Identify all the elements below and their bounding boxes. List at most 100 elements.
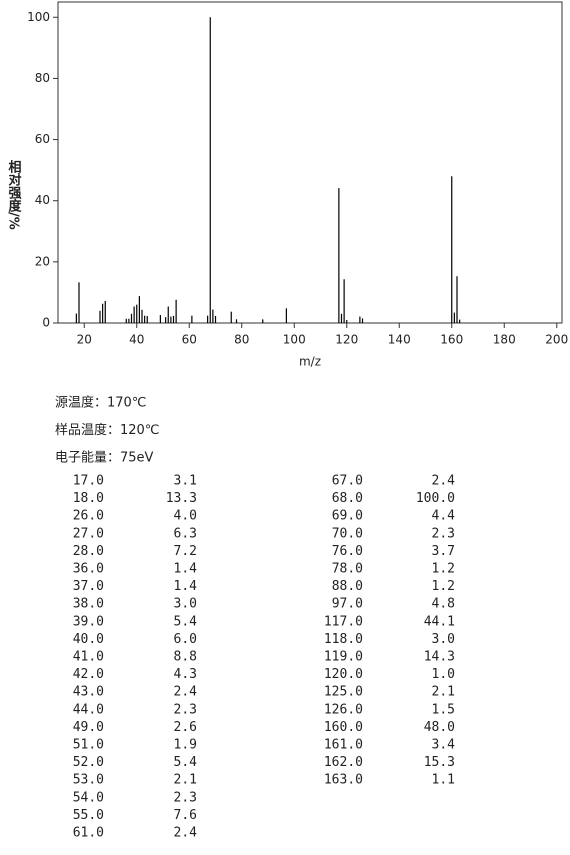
x-tick-label: 140 [388,333,411,347]
mz-cell: 125.0 [324,685,363,700]
intensity-cell: 1.2 [432,579,455,594]
mz-cell: 160.0 [324,720,363,735]
x-tick-label: 180 [493,333,516,347]
intensity-cell: 2.3 [432,526,455,541]
mz-cell: 26.0 [73,509,104,524]
intensity-cell: 1.2 [432,562,455,577]
intensity-cell: 7.2 [174,544,197,559]
mz-cell: 40.0 [73,632,104,647]
intensity-cell: 1.5 [432,702,455,717]
intensity-cell: 2.3 [174,702,197,717]
mz-cell: 117.0 [324,614,363,629]
intensity-cell: 15.3 [424,755,455,770]
mz-cell: 61.0 [73,826,104,841]
intensity-cell: 2.4 [174,685,198,700]
mz-cell: 70.0 [332,526,363,541]
mz-cell: 53.0 [73,773,104,788]
x-tick-label: 80 [234,333,249,347]
mz-cell: 69.0 [332,509,363,524]
x-tick-label: 160 [440,333,463,347]
intensity-cell: 3.0 [174,597,197,612]
intensity-cell: 5.4 [174,614,198,629]
intensity-cell: 1.1 [432,773,455,788]
mz-cell: 68.0 [332,491,363,506]
y-tick-label: 20 [35,254,50,268]
mz-cell: 38.0 [73,597,104,612]
intensity-cell: 7.6 [174,808,197,823]
mz-cell: 27.0 [73,526,104,541]
y-tick-label: 80 [35,71,50,85]
mz-cell: 54.0 [73,790,104,805]
intensity-cell: 1.4 [174,562,198,577]
mz-cell: 17.0 [73,474,104,489]
condition-text: 电子能量：75eV [55,451,154,466]
intensity-cell: 3.7 [432,544,455,559]
mz-cell: 162.0 [324,755,363,770]
intensity-cell: 1.9 [174,738,197,753]
intensity-cell: 2.6 [174,720,197,735]
mz-cell: 118.0 [324,632,363,647]
intensity-cell: 2.4 [174,826,198,841]
intensity-cell: 4.0 [174,509,197,524]
mz-cell: 126.0 [324,702,363,717]
y-tick-label: 100 [27,10,50,24]
mz-cell: 49.0 [73,720,104,735]
intensity-cell: 13.3 [166,491,197,506]
mz-cell: 119.0 [324,650,363,665]
y-tick-label: 0 [42,316,50,330]
x-axis-label: m/z [299,355,321,369]
condition-text: 源温度：170℃ [55,395,146,411]
intensity-cell: 3.0 [432,632,455,647]
x-tick-label: 40 [129,333,144,347]
intensity-cell: 1.4 [174,579,198,594]
x-tick-label: 120 [335,333,358,347]
mz-cell: 37.0 [73,579,104,594]
mz-cell: 88.0 [332,579,363,594]
x-tick-label: 100 [283,333,306,347]
mz-cell: 43.0 [73,685,104,700]
intensity-cell: 6.0 [174,632,197,647]
y-tick-label: 40 [35,193,50,207]
mz-cell: 67.0 [332,474,363,489]
mz-cell: 120.0 [324,667,363,682]
mz-cell: 39.0 [73,614,104,629]
y-tick-label: 60 [35,132,50,146]
mz-cell: 161.0 [324,738,363,753]
mz-cell: 163.0 [324,773,363,788]
intensity-cell: 3.1 [174,474,197,489]
intensity-cell: 14.3 [424,650,455,665]
intensity-cell: 2.1 [174,773,197,788]
mz-cell: 44.0 [73,702,104,717]
mz-cell: 36.0 [73,562,104,577]
intensity-cell: 48.0 [424,720,455,735]
intensity-cell: 3.4 [432,738,456,753]
mz-cell: 97.0 [332,597,363,612]
intensity-cell: 100.0 [416,491,455,506]
condition-text: 样品温度：120℃ [55,422,159,438]
plot-frame [57,1,563,324]
intensity-cell: 2.3 [174,790,197,805]
intensity-cell: 5.4 [174,755,198,770]
intensity-cell: 6.3 [174,526,197,541]
intensity-cell: 4.3 [174,667,197,682]
intensity-cell: 2.4 [432,474,456,489]
intensity-cell: 4.4 [432,509,456,524]
mz-cell: 76.0 [332,544,363,559]
intensity-cell: 4.8 [432,597,455,612]
mz-cell: 55.0 [73,808,104,823]
mz-cell: 78.0 [332,562,363,577]
mz-cell: 18.0 [73,491,104,506]
mz-cell: 28.0 [73,544,104,559]
intensity-cell: 44.1 [424,614,455,629]
intensity-cell: 8.8 [174,650,197,665]
intensity-cell: 1.0 [432,667,455,682]
x-tick-label: 20 [77,333,92,347]
mz-cell: 52.0 [73,755,104,770]
mz-cell: 41.0 [73,650,104,665]
mz-cell: 51.0 [73,738,104,753]
mz-cell: 42.0 [73,667,104,682]
intensity-cell: 2.1 [432,685,455,700]
y-axis-label: 相对强度/% [6,159,22,229]
x-tick-label: 60 [182,333,197,347]
